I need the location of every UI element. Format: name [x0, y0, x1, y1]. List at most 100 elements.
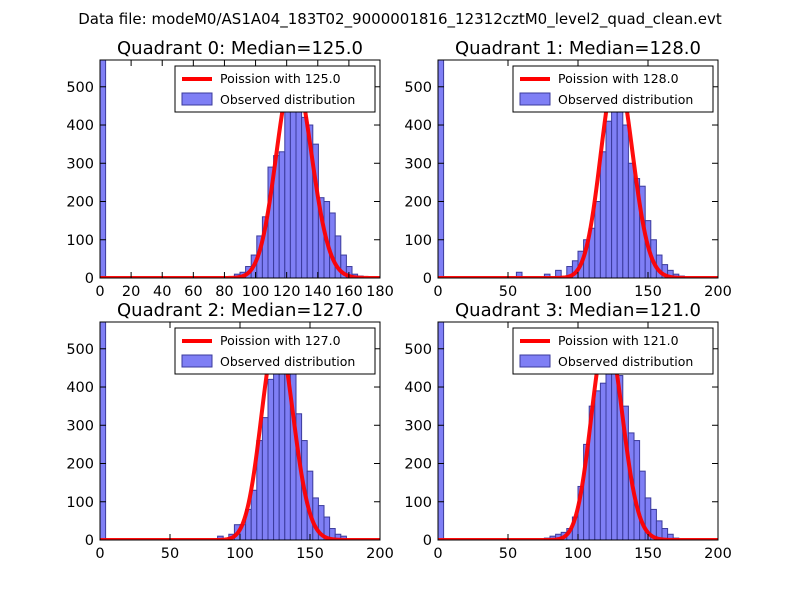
x-tick-label: 120: [273, 284, 301, 300]
quadrant-1-legend: Poission with 128.0 Observed distribution: [512, 65, 714, 113]
histogram-bar: [329, 212, 336, 278]
y-tick-label: 200: [404, 195, 432, 211]
quadrant-3-title: Quadrant 3: Median=121.0: [455, 300, 701, 321]
histogram-bar: [599, 382, 607, 540]
x-tick-label: 150: [634, 284, 662, 300]
y-tick-label: 300: [404, 418, 432, 434]
legend-bar-swatch: [519, 92, 551, 106]
x-tick-label: 50: [499, 284, 517, 300]
x-tick-label: 180: [366, 284, 394, 300]
quadrant-3-legend: Poission with 121.0 Observed distribution: [512, 327, 714, 375]
y-tick-label: 200: [66, 457, 94, 473]
histogram-bar: [301, 116, 308, 278]
legend-line-label: Poission with 127.0: [220, 333, 341, 348]
panel-quadrant-0: Quadrant 0: Median=125.00 20 40 60 80 100 120 1…: [66, 38, 394, 300]
histogram-bar: [611, 363, 618, 540]
y-tick-label: 100: [66, 495, 94, 511]
legend-bar-swatch: [519, 354, 551, 368]
y-tick-label: 500: [66, 342, 94, 358]
legend-line-label: Poission with 128.0: [558, 71, 679, 86]
histogram-bar: [438, 60, 445, 278]
panel-quadrant-3: Quadrant 3: Median=121.0 0 50 100 150 200 0 100…: [404, 300, 732, 562]
y-tick-label: 0: [423, 533, 432, 549]
x-tick-label: 100: [226, 546, 254, 562]
quadrant-1-title: Quadrant 1: Median=128.0: [455, 38, 701, 59]
histogram-bar: [261, 417, 269, 540]
x-tick-label: 200: [704, 546, 732, 562]
poisson-curve: [100, 331, 380, 540]
y-tick-label: 300: [66, 418, 94, 434]
y-tick-label: 200: [66, 195, 94, 211]
y-tick-label: 400: [66, 380, 94, 396]
legend-line-label: Poission with 125.0: [220, 71, 341, 86]
x-tick-label: 20: [122, 284, 140, 300]
poisson-curve: [438, 69, 718, 278]
y-tick-label: 100: [404, 495, 432, 511]
histogram-bar: [555, 269, 562, 278]
histogram-bar: [295, 86, 303, 278]
x-tick-label: 100: [242, 284, 270, 300]
quadrant-2-title: Quadrant 2: Median=127.0: [117, 300, 363, 321]
figure-suptitle: Data file: modeM0/AS1A04_183T02_90000018…: [78, 10, 722, 29]
histogram-bar: [278, 151, 286, 278]
histogram-bar: [284, 105, 291, 278]
legend-line-label: Poission with 121.0: [558, 333, 679, 348]
histogram-bar: [100, 60, 107, 278]
y-tick-label: 200: [404, 457, 432, 473]
quadrant-0-legend: Poission with 125.0 Observed distribution: [174, 65, 376, 113]
x-tick-label: 150: [296, 546, 324, 562]
quadrant-0-axes-frame: [99, 59, 381, 279]
x-tick-label: 80: [215, 284, 233, 300]
x-tick-label: 100: [564, 284, 592, 300]
histogram-bar: [605, 120, 613, 278]
x-tick-label: 150: [634, 546, 662, 562]
y-tick-label: 0: [85, 533, 94, 549]
y-tick-label: 0: [85, 271, 94, 287]
x-tick-label: 140: [304, 284, 332, 300]
y-tick-label: 400: [404, 380, 432, 396]
x-tick-label: 40: [153, 284, 171, 300]
quadrant-0-title: Quadrant 0: Median=125.0: [117, 38, 363, 59]
legend-bar-swatch: [181, 354, 213, 368]
legend-bar-swatch: [181, 92, 213, 106]
histogram-bar: [605, 363, 613, 540]
legend-bar-label: Observed distribution: [220, 92, 355, 107]
y-tick-label: 0: [423, 271, 432, 287]
x-tick-label: 200: [704, 284, 732, 300]
quadrant-2-legend: Poission with 127.0 Observed distribution: [174, 327, 376, 375]
x-tick-label: 50: [499, 546, 517, 562]
x-tick-label: 0: [433, 284, 442, 300]
y-tick-label: 500: [404, 342, 432, 358]
y-tick-label: 500: [404, 80, 432, 96]
panel-quadrant-1: Quadrant 1: Median=128.0 0 50 100 150 200 0 100…: [404, 38, 732, 300]
histogram-bar: [594, 201, 601, 278]
x-tick-label: 0: [95, 546, 104, 562]
poisson-curve: [100, 69, 380, 278]
legend-bar-label: Observed distribution: [558, 354, 693, 369]
y-tick-label: 400: [66, 118, 94, 134]
x-tick-label: 200: [366, 546, 394, 562]
legend-bar-label: Observed distribution: [558, 92, 693, 107]
quadrant-2-plot-area: [100, 322, 380, 540]
histogram-bar: [622, 124, 629, 278]
histogram-bar: [100, 322, 107, 540]
histogram-bar: [594, 390, 601, 540]
histogram-bar: [616, 93, 624, 278]
y-tick-label: 100: [404, 233, 432, 249]
quadrant-3-plot-area: [438, 322, 718, 540]
histogram-bar: [278, 348, 286, 540]
histogram-bar: [267, 378, 275, 540]
y-tick-label: 400: [404, 118, 432, 134]
x-tick-label: 0: [433, 546, 442, 562]
x-tick-label: 50: [161, 546, 179, 562]
x-tick-label: 160: [335, 284, 363, 300]
x-tick-label: 60: [184, 284, 202, 300]
histogram-bar: [250, 489, 258, 540]
x-tick-label: 100: [564, 546, 592, 562]
y-tick-label: 300: [66, 156, 94, 172]
y-tick-label: 300: [404, 156, 432, 172]
x-tick-label: 0: [95, 284, 104, 300]
histogram-bar: [667, 533, 674, 540]
histogram-bar: [599, 151, 607, 278]
